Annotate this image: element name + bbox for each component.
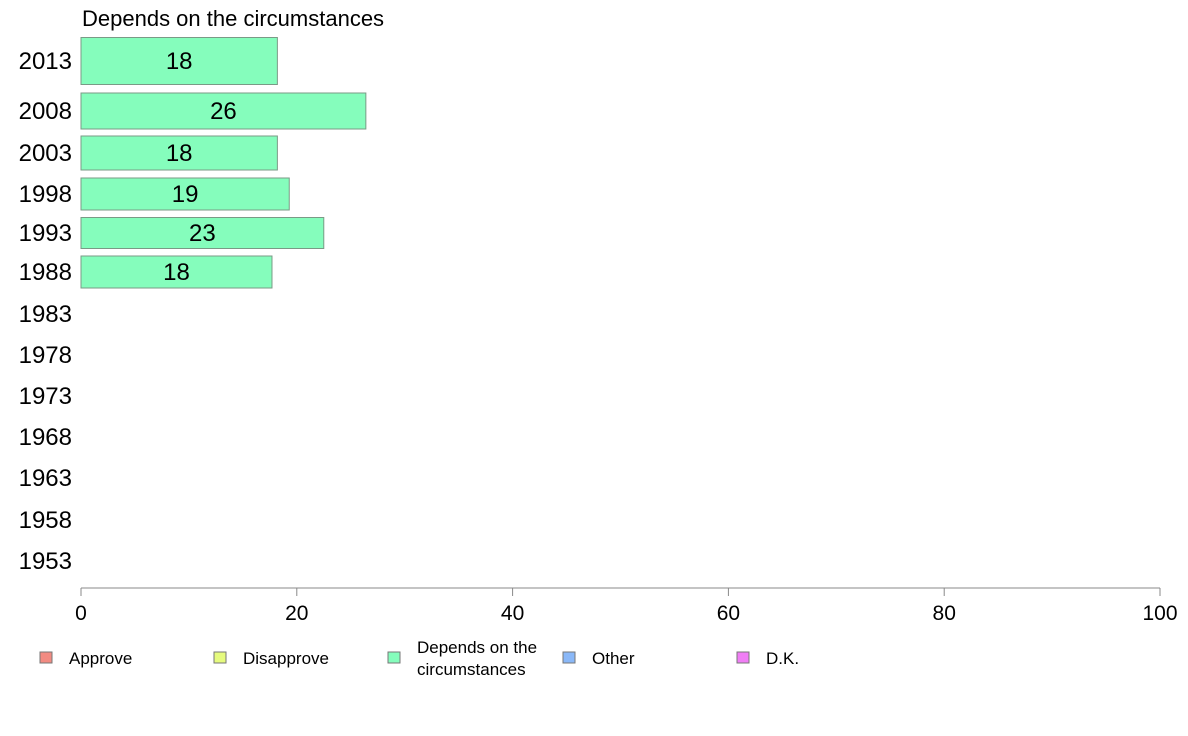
legend-label: Disapprove xyxy=(243,649,329,668)
legend-swatch xyxy=(213,651,227,664)
data-label-2003: 18 xyxy=(166,140,193,167)
legend-swatch xyxy=(736,651,750,664)
legend-label: D.K. xyxy=(766,649,799,668)
bar-1988 xyxy=(80,255,273,289)
category-label-1973: 1973 xyxy=(19,383,72,410)
chart-title: Depends on the circumstances xyxy=(82,6,384,31)
legend-label: Approve xyxy=(69,649,132,668)
legend-label: Other xyxy=(592,649,635,668)
legend-swatch xyxy=(39,651,53,664)
bar-2013 xyxy=(80,37,278,85)
bars-layer: 18 26 18 19 23 18 xyxy=(80,37,367,289)
category-label-2013: 2013 xyxy=(19,48,72,75)
category-label-2008: 2008 xyxy=(19,98,72,125)
bar-1993 xyxy=(80,217,325,249)
category-labels: 2013 2008 2003 1998 1993 1988 1983 1978 1973 1968… xyxy=(19,48,72,575)
legend-swatch xyxy=(387,651,401,664)
legend-item-1: Approve xyxy=(39,649,132,668)
category-label-1988: 1988 xyxy=(19,259,72,286)
legend-item-2: Disapprove xyxy=(213,649,329,668)
data-label-2013: 18 xyxy=(166,48,193,75)
legend-item-3: Depends on the circumstances xyxy=(387,638,537,679)
x-tick-label-0: 0 xyxy=(75,602,87,625)
x-tick-label-40: 40 xyxy=(501,602,524,625)
category-label-1983: 1983 xyxy=(19,301,72,328)
x-tick-label-80: 80 xyxy=(933,602,956,625)
bar-2008 xyxy=(80,92,367,130)
category-label-1993: 1993 xyxy=(19,220,72,247)
data-label-1993: 23 xyxy=(189,220,216,247)
category-label-1998: 1998 xyxy=(19,181,72,208)
data-label-2008: 26 xyxy=(210,98,237,125)
category-label-1978: 1978 xyxy=(19,342,72,369)
x-tick-label-20: 20 xyxy=(285,602,308,625)
legend-swatch xyxy=(562,651,576,664)
x-tick-label-100: 100 xyxy=(1142,602,1177,625)
legend-label-line-1: Depends on the xyxy=(417,638,537,657)
category-label-1968: 1968 xyxy=(19,424,72,451)
x-tick-label-60: 60 xyxy=(717,602,740,625)
category-label-1963: 1963 xyxy=(19,465,72,492)
data-label-1998: 19 xyxy=(172,181,199,208)
x-axis: 0 20 40 60 80 100 xyxy=(75,587,1178,625)
data-label-1988: 18 xyxy=(163,259,190,286)
category-label-2003: 2003 xyxy=(19,140,72,167)
legend: Approve Disapprove Depends on the circumsta… xyxy=(39,638,799,679)
category-label-1958: 1958 xyxy=(19,507,72,534)
bar-2003 xyxy=(80,135,278,171)
legend-item-4: Other xyxy=(562,649,635,668)
bar-1998 xyxy=(80,177,290,211)
legend-item-5: D.K. xyxy=(736,649,799,668)
category-label-1953: 1953 xyxy=(19,548,72,575)
legend-label-line-2: circumstances xyxy=(417,660,526,679)
